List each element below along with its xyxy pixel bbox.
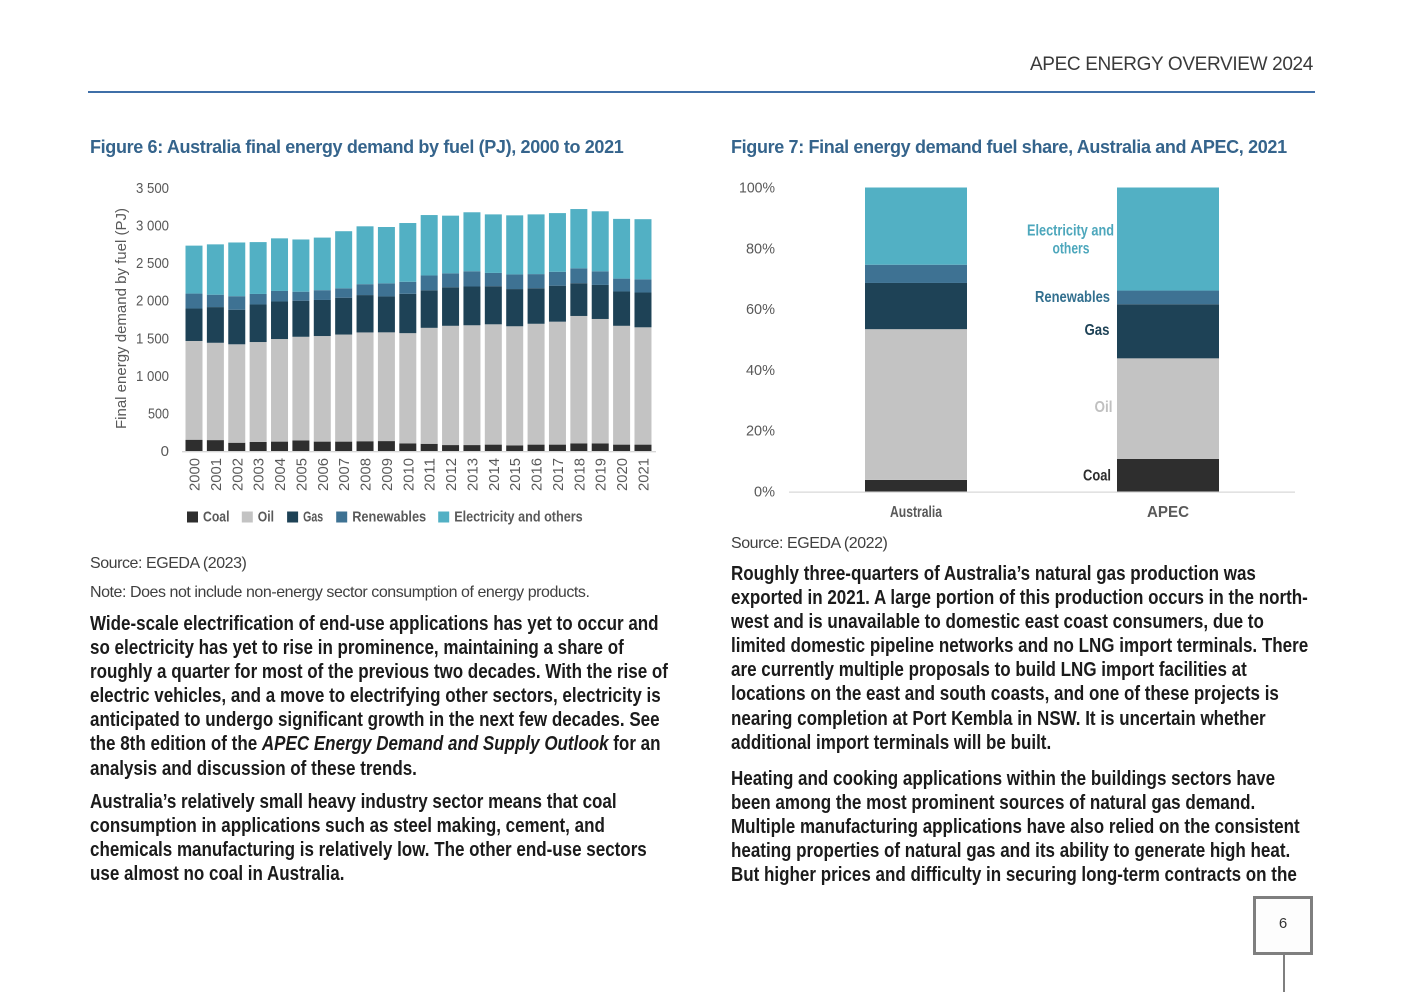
svg-text:2021: 2021 — [636, 458, 653, 491]
svg-text:Oil: Oil — [1095, 399, 1113, 416]
svg-text:Gas: Gas — [303, 509, 323, 526]
svg-text:2008: 2008 — [358, 458, 375, 491]
svg-text:100%: 100% — [739, 180, 775, 197]
svg-text:2017: 2017 — [550, 458, 567, 491]
svg-text:Australia: Australia — [890, 504, 942, 521]
svg-text:others: others — [1053, 241, 1090, 258]
svg-text:3 500: 3 500 — [136, 180, 169, 197]
svg-text:2018: 2018 — [571, 458, 588, 491]
svg-text:2016: 2016 — [529, 458, 546, 491]
svg-text:500: 500 — [148, 405, 169, 422]
svg-text:2014: 2014 — [486, 458, 503, 491]
svg-text:2003: 2003 — [251, 458, 268, 491]
svg-text:2012: 2012 — [443, 458, 460, 491]
svg-text:2002: 2002 — [229, 458, 246, 491]
svg-text:Final energy demand by fuel (: Final energy demand by fuel (PJ) — [113, 208, 130, 429]
svg-text:2013: 2013 — [464, 458, 481, 491]
svg-text:0: 0 — [161, 443, 169, 460]
svg-text:2010: 2010 — [400, 458, 417, 491]
svg-text:2015: 2015 — [507, 458, 524, 491]
svg-text:2011: 2011 — [422, 458, 439, 491]
svg-text:Electricity and: Electricity and — [1027, 223, 1114, 240]
svg-text:80%: 80% — [746, 240, 775, 257]
svg-text:1 500: 1 500 — [136, 330, 169, 347]
svg-text:Coal: Coal — [203, 509, 230, 526]
svg-text:Renewables: Renewables — [352, 509, 426, 526]
svg-text:20%: 20% — [746, 423, 775, 440]
svg-text:2019: 2019 — [593, 458, 610, 491]
svg-text:2005: 2005 — [293, 458, 310, 491]
svg-text:2006: 2006 — [315, 458, 332, 491]
svg-text:2020: 2020 — [614, 458, 631, 491]
svg-text:2 500: 2 500 — [136, 255, 169, 272]
svg-text:APEC: APEC — [1147, 504, 1189, 521]
svg-text:Coal: Coal — [1083, 468, 1111, 485]
svg-text:1 000: 1 000 — [136, 368, 169, 385]
svg-text:Renewables: Renewables — [1035, 289, 1110, 306]
svg-text:2007: 2007 — [336, 458, 353, 491]
svg-text:2009: 2009 — [379, 458, 396, 491]
svg-text:Electricity and others: Electricity and others — [454, 509, 583, 526]
svg-text:2 000: 2 000 — [136, 293, 169, 310]
svg-text:Oil: Oil — [258, 509, 274, 526]
svg-text:3 000: 3 000 — [136, 218, 169, 235]
svg-text:2000: 2000 — [187, 458, 204, 491]
svg-text:2001: 2001 — [208, 458, 225, 491]
svg-text:Gas: Gas — [1085, 322, 1110, 339]
svg-text:0%: 0% — [754, 484, 775, 501]
svg-text:60%: 60% — [746, 301, 775, 318]
svg-text:2004: 2004 — [272, 458, 289, 491]
svg-text:40%: 40% — [746, 362, 775, 379]
